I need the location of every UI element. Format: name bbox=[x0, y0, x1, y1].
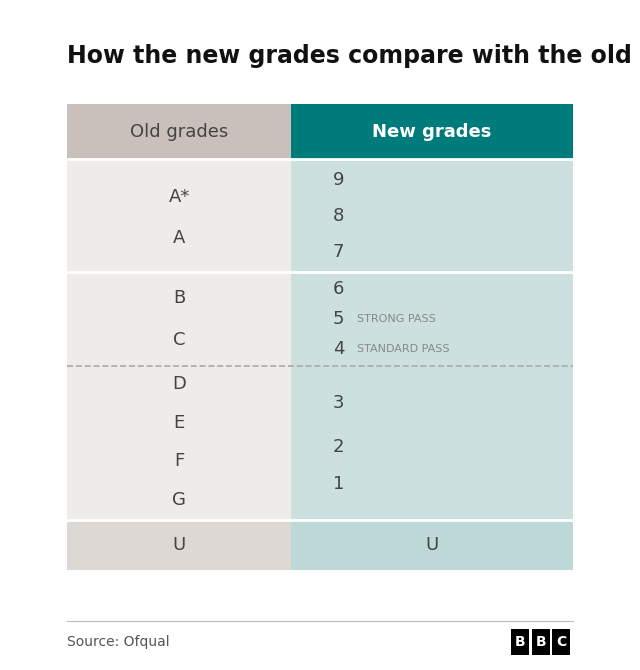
Text: U: U bbox=[173, 536, 186, 554]
Text: Old grades: Old grades bbox=[130, 123, 228, 141]
Text: C: C bbox=[556, 635, 566, 649]
Text: E: E bbox=[173, 414, 185, 432]
Text: B: B bbox=[173, 289, 186, 308]
Text: 3: 3 bbox=[333, 394, 344, 412]
Text: 5: 5 bbox=[333, 310, 344, 328]
Text: 2: 2 bbox=[333, 438, 344, 456]
Text: G: G bbox=[172, 491, 186, 509]
Text: 7: 7 bbox=[333, 243, 344, 261]
Bar bbox=[532, 629, 550, 655]
Bar bbox=[291, 272, 573, 366]
Text: 9: 9 bbox=[333, 171, 344, 189]
Text: 4: 4 bbox=[333, 340, 344, 358]
Bar bbox=[67, 159, 291, 272]
Text: F: F bbox=[174, 452, 184, 470]
Bar bbox=[67, 366, 291, 520]
Bar bbox=[67, 272, 291, 366]
Text: STRONG PASS: STRONG PASS bbox=[357, 314, 436, 324]
Text: D: D bbox=[172, 375, 186, 393]
Text: Source: Ofqual: Source: Ofqual bbox=[67, 635, 170, 649]
Text: C: C bbox=[173, 330, 186, 348]
Text: U: U bbox=[426, 536, 438, 554]
Text: 1: 1 bbox=[333, 476, 344, 494]
Text: STANDARD PASS: STANDARD PASS bbox=[357, 344, 450, 354]
Text: A: A bbox=[173, 229, 186, 247]
Bar bbox=[291, 520, 573, 570]
Bar bbox=[291, 366, 573, 520]
Bar bbox=[67, 104, 291, 159]
Bar bbox=[552, 629, 570, 655]
Text: New grades: New grades bbox=[372, 123, 492, 141]
Bar bbox=[511, 629, 529, 655]
Text: B: B bbox=[515, 635, 525, 649]
Bar bbox=[291, 104, 573, 159]
Text: 8: 8 bbox=[333, 207, 344, 224]
Text: B: B bbox=[536, 635, 546, 649]
Text: How the new grades compare with the old ones: How the new grades compare with the old … bbox=[67, 44, 640, 68]
Text: A*: A* bbox=[168, 188, 190, 206]
Bar bbox=[291, 159, 573, 272]
Text: 6: 6 bbox=[333, 280, 344, 298]
Bar bbox=[67, 520, 291, 570]
